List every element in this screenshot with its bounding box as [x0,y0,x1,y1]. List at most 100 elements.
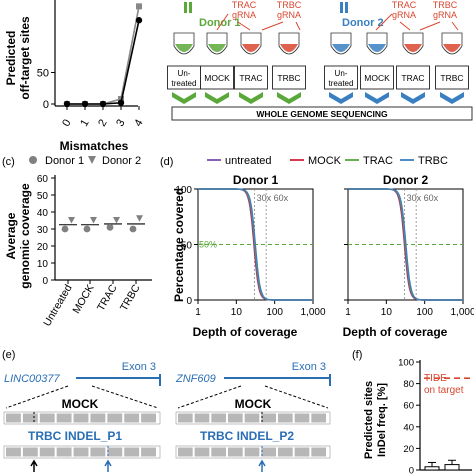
e-zoom-line [91,385,159,409]
trbc-grna-label-1: TRBC [277,0,302,10]
d-ytick-label: 0 [186,296,192,307]
c-xtick-label: Untreated [41,282,75,328]
f-ytick-label: 60 [403,401,414,412]
trac-grna-label-d2-2: gRNA [392,10,416,20]
donor2-label: Donor 2 [342,17,384,29]
donor2-syringe-icon-b [345,2,348,13]
e-exon-label: Exon 3 [292,361,326,373]
d-xtick-label: 10 [381,307,393,318]
sample-box-label: treated [329,79,354,88]
e-read-block [278,447,293,457]
sample-box-label: TRAC [239,73,262,83]
e-track-label: TRBC INDEL_P1 [28,429,122,443]
c-donor1-point [83,225,91,233]
f-ytick-label: 20 [403,444,414,455]
e-read-block [311,413,326,423]
c-xtick-label: MOCK [70,283,96,316]
e-read-block [90,413,106,423]
chevron-down-icon [440,92,464,104]
sample-box-label: MOCK [364,73,390,83]
e-read-block [211,413,226,423]
c-donor2-point [136,215,143,222]
panel-e-label: (e) [2,349,15,361]
e-gene-label: ZNF609 [175,373,216,385]
d-ref-label: 30x 60x [407,193,439,203]
tube-liquid [280,44,298,52]
chevron-down-icon [239,92,263,104]
c-ytick-label: 60 [37,174,49,185]
e-read-block [194,413,210,423]
panel-f-label: (f) [352,349,362,361]
tube-liquid [332,44,350,52]
c-ytick-label: 50 [37,191,49,202]
c-ytick-label: 40 [37,208,49,219]
trac-grna-label-d2-1: TRAC [392,0,417,10]
arrow-up-icon [104,459,112,472]
tube-liquid [208,44,226,52]
e-track-label: TRBC INDEL_P2 [200,429,294,443]
f-ytick-label: 100 [398,358,414,369]
e-read-block [56,447,72,457]
e-read-block [90,447,106,457]
sample-box-label: TRAC [401,73,424,83]
d-legend-label: TRBC [418,155,448,167]
e-read-block [178,447,193,457]
a-xtick-label: 0 [60,118,73,129]
tube-liquid [368,44,386,52]
a-xtick-label: 4 [132,118,145,129]
tube-liquid [175,44,193,52]
a-xtick-label: 1 [78,118,91,129]
panel-f-ylabel-2: InDel freq. [%] [376,383,388,457]
e-read-block [39,413,55,423]
e-read-block [73,413,89,423]
c-ytick-label: 20 [37,242,49,253]
sample-box-label: Un- [335,69,348,78]
e-read-block [261,447,276,457]
e-read-block [73,447,89,457]
tube-liquid [404,44,422,52]
grna-arrows [216,13,459,31]
panel-a-xlabel: Mismatches [60,139,129,153]
e-read-block [294,447,310,457]
e-read-block [6,447,21,457]
sample-box-label: treated [172,79,197,88]
tube-liquid [443,44,461,52]
sample-box [360,65,394,90]
chevron-down-icon [329,92,353,104]
chevron-down-icon [401,92,425,104]
e-read-block [6,413,21,423]
panel-a-ylabel-2: off-target sites [18,16,32,100]
a-point-square [136,3,142,10]
tide-label: TIDE [424,373,447,384]
c-ytick-label: 0 [42,276,48,287]
sample-box-label: TRBC [277,73,300,83]
donor1-syringe-icon [184,2,187,13]
a-point-circle [63,100,71,108]
e-zoom-line [264,385,329,409]
d-plot-title: Donor 2 [383,173,429,187]
legend-donor2-marker [88,156,96,164]
a-xtick-label: 3 [114,118,127,129]
e-read-block [278,413,293,423]
e-read-block [124,413,140,423]
panel-a-ylabel-1: Predicted [4,31,18,86]
panel-c: (c) Donor 1 Donor 2 Average genomic cove… [2,155,152,328]
d-legend-label: MOCK [308,155,342,167]
e-read-block [311,447,326,457]
panel-d-xlabel: Depth of coverage [193,325,298,339]
f-bar [424,466,440,471]
e-read-block [228,447,243,457]
c-donor1-point [61,225,69,233]
chevron-down-icon [365,92,389,104]
d-ref-label: 30x 60x [257,193,289,203]
d-xtick-label: 1,000 [300,307,325,318]
e-zoom-label: MOCK [62,397,99,411]
f-ytick-label: 0 [409,466,414,474]
panel-c-label: (c) [2,156,15,168]
sample-box [234,65,268,90]
a-point-circle [81,100,89,108]
a-point-circle [135,17,143,24]
panel-f-ylabel-1: Predicted sites [363,381,375,459]
a-xtick-label: 2 [96,118,109,129]
c-ytick-label: 30 [37,225,49,236]
